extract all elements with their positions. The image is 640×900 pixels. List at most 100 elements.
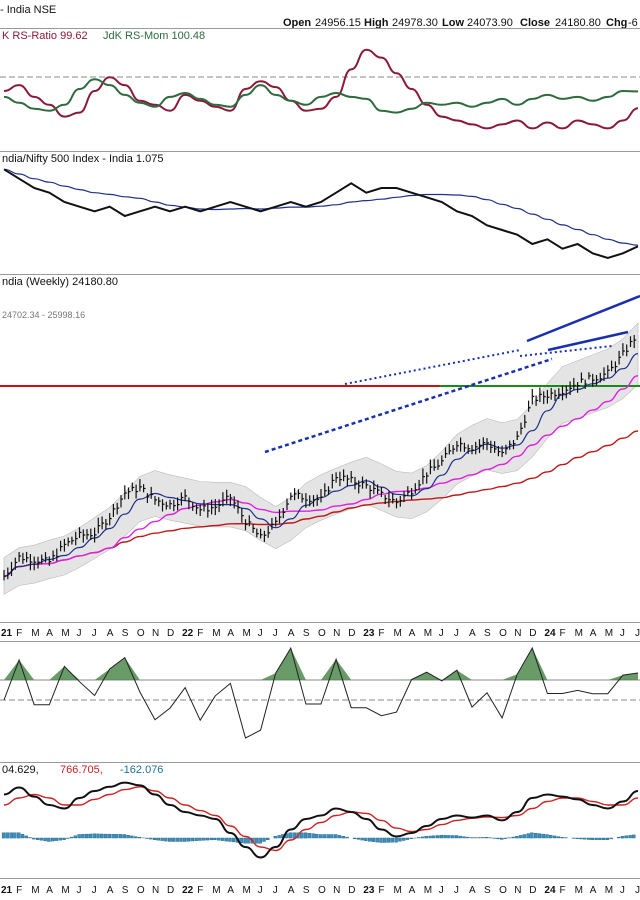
price-bar	[622, 343, 625, 356]
macd-histogram-bar	[503, 837, 508, 839]
price-bar	[165, 501, 169, 510]
price-bar	[301, 493, 305, 503]
x-axis-label: N	[514, 885, 521, 896]
macd-histogram-bar	[390, 837, 394, 843]
price-bar	[482, 437, 486, 450]
macd-histogram-bar	[458, 835, 462, 839]
ohlc-open-label: Open	[283, 17, 311, 29]
price-bar	[71, 536, 74, 545]
x-axis-label: M	[61, 885, 69, 896]
price-bar	[18, 552, 22, 562]
macd-histogram-bar	[500, 837, 504, 840]
macd-histogram-bar	[537, 833, 542, 839]
price-bar	[256, 528, 259, 538]
macd-histogram-bar	[35, 837, 40, 840]
price-bar	[490, 440, 493, 453]
x-axis-label: 22	[182, 885, 194, 896]
x-axis-label: N	[152, 885, 159, 896]
macd-histogram-bar	[420, 836, 425, 839]
price-bar	[618, 350, 622, 365]
price-bar	[444, 447, 448, 458]
channel-dotted	[519, 345, 613, 357]
price-bar	[177, 497, 180, 511]
macd-histogram-bar	[451, 835, 455, 839]
price-bar	[569, 381, 573, 395]
price-bar	[437, 459, 440, 470]
price-bar	[195, 504, 199, 515]
macd-histogram-bar	[232, 837, 236, 843]
price-bar	[369, 485, 373, 499]
price-bar	[158, 497, 161, 507]
x-axis-label: 24	[544, 628, 556, 639]
macd-histogram-bar	[58, 837, 62, 841]
macd-histogram-bar	[318, 834, 323, 839]
panel-frames	[0, 28, 640, 879]
macd-histogram-bar	[481, 837, 485, 839]
macd-histogram-bar	[439, 835, 444, 839]
price-bar	[124, 485, 127, 500]
x-axis-label: M	[212, 885, 220, 896]
macd-histogram-bar	[345, 836, 349, 839]
macd-histogram-bar	[5, 832, 10, 839]
price-bar	[463, 442, 467, 452]
x-axis-label: A	[469, 885, 476, 896]
macd-histogram-bar	[220, 837, 225, 841]
macd-histogram-bar	[620, 836, 625, 839]
macd-histogram	[1, 832, 636, 844]
macd-histogram-bar	[179, 837, 183, 842]
trendline-lower-dashed	[264, 357, 553, 454]
macd-histogram-bar	[103, 833, 108, 839]
macd-histogram-bar	[201, 837, 206, 841]
oscillator-panel	[0, 646, 640, 739]
price-bar	[56, 548, 59, 562]
x-axis-label: J	[454, 885, 459, 896]
x-axis-label: D	[529, 885, 536, 896]
price-bar	[599, 372, 603, 383]
macd-histogram-bar	[107, 833, 112, 839]
price-bar	[7, 567, 10, 580]
macd-histogram-bar	[609, 837, 613, 840]
price-bar	[497, 446, 501, 457]
macd-histogram-bar	[54, 837, 59, 841]
price-bar	[101, 516, 105, 530]
price-bar	[127, 487, 131, 500]
macd-histogram-bar	[477, 837, 481, 839]
macd-histogram-bar	[254, 837, 259, 844]
price-bar	[494, 441, 497, 453]
price-bar	[501, 445, 505, 458]
price-bar	[161, 499, 165, 512]
price-bar	[63, 538, 67, 552]
price-bar	[422, 468, 425, 485]
macd-histogram-bar	[496, 837, 500, 840]
macd-histogram-bar	[277, 835, 281, 839]
macd-histogram-bar	[266, 837, 270, 840]
macd-histogram-bar	[401, 837, 406, 841]
price-bar	[407, 486, 410, 497]
macd-histogram-bar	[1, 832, 6, 839]
macd-histogram-bar	[84, 833, 89, 839]
x-axis-label: F	[560, 885, 566, 896]
x-axis-label: J	[273, 885, 278, 896]
price-bar	[629, 336, 633, 347]
price-bar	[361, 476, 365, 489]
x-axis-label: J	[454, 628, 459, 639]
price-bar	[312, 495, 316, 507]
price-bar	[584, 379, 588, 389]
price-bar	[139, 479, 142, 492]
x-axis-label: O	[499, 628, 507, 639]
x-axis-label: J	[258, 885, 263, 896]
x-axis-label: M	[394, 628, 402, 639]
price-bar	[558, 388, 561, 399]
ohlc-chg: -6	[628, 17, 638, 29]
macd-histogram-bar	[209, 837, 213, 841]
macd-histogram-bar	[62, 837, 66, 840]
macd-histogram-bar	[405, 837, 410, 840]
ohlc-open: 24956.15	[315, 17, 361, 29]
x-axis-label: S	[484, 885, 491, 896]
macd-histogram-bar	[175, 837, 179, 842]
price-bar	[214, 499, 218, 516]
macd-histogram-bar	[590, 837, 594, 840]
ohlc-high-label: High	[364, 17, 389, 29]
macd-histogram-bar	[69, 836, 74, 839]
